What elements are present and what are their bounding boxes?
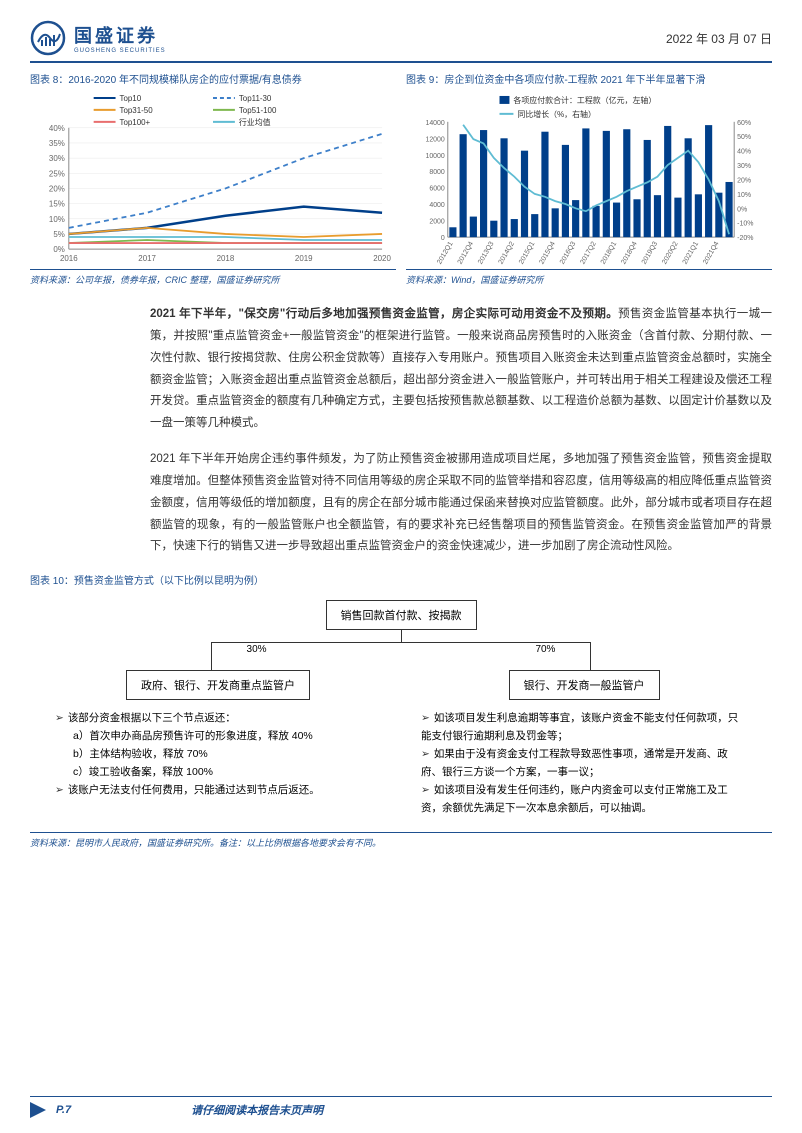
chart8-title: 图表 8：2016-2020 年不同规模梯队房企的应付票据/有息债券 [30,71,396,86]
report-date: 2022 年 03 月 07 日 [666,30,772,47]
flow-right-bullets: 如该项目发生利息逾期等事宜，该账户资金不能支付任何款项，只能支付银行逾期利息及罚… [416,710,752,817]
svg-text:6000: 6000 [429,186,445,193]
logo-block: 国盛证券 GUOSHENG SECURITIES [30,20,166,56]
bullet-line: 该部分资金根据以下三个节点返还： [55,710,381,728]
svg-text:各项应付款合计：工程款（亿元，左轴）: 各项应付款合计：工程款（亿元，左轴） [513,95,656,105]
flowchart: 销售回款首付款、按揭款 30% 70% 政府、银行、开发商重点监管户 该部分资金… [30,595,772,833]
svg-text:2020Q2: 2020Q2 [661,241,680,266]
bullet-line: a）首次申办商品房预售许可的形象进度，释放 40% [55,728,381,746]
svg-text:2018: 2018 [217,254,235,263]
page-footer: P.7 请仔细阅读本报告末页声明 [30,1096,772,1118]
svg-text:-10%: -10% [737,221,753,228]
svg-text:2021Q1: 2021Q1 [682,241,701,266]
svg-text:5%: 5% [53,230,64,239]
svg-text:15%: 15% [49,200,65,209]
paragraph-2: 2021 年下半年开始房企违约事件频发，为了防止预售资金被挪用造成项目烂尾，多地… [150,449,772,558]
svg-text:2015Q1: 2015Q1 [518,241,537,266]
svg-text:0%: 0% [737,206,747,213]
svg-text:35%: 35% [49,139,65,148]
bullet-line: 如该项目没有发生任何违约，账户内资金可以支付正常施工及工资，余额优先满足下一次本… [421,782,747,818]
page-number: P.7 [56,1104,71,1116]
svg-text:2021Q4: 2021Q4 [702,241,721,266]
svg-text:50%: 50% [737,134,751,141]
svg-text:2000: 2000 [429,219,445,226]
svg-text:10000: 10000 [425,153,444,160]
svg-text:40%: 40% [49,124,65,133]
chart8-source: 资料来源：公司年报，债券年报，CRIC 整理，国盛证券研究所 [30,273,396,286]
svg-text:2012Q1: 2012Q1 [436,241,455,266]
svg-text:2018Q1: 2018Q1 [600,241,619,266]
chart9: 0 2000 4000 6000 8000 10000 12000 14000 -20% -10%… [406,90,772,270]
svg-text:行业均值: 行业均值 [239,117,271,127]
bullet-line: 如该项目发生利息逾期等事宜，该账户资金不能支付任何款项，只能支付银行逾期利息及罚… [421,710,747,746]
chart9-title: 图表 9：房企到位资金中各项应付款-工程款 2021 年下半年显著下滑 [406,71,772,86]
bullet-line: c）竣工验收备案，释放 100% [55,764,381,782]
svg-text:12000: 12000 [425,136,444,143]
svg-text:2015Q4: 2015Q4 [538,241,557,266]
svg-text:30%: 30% [49,154,65,163]
svg-text:2012Q4: 2012Q4 [457,241,476,266]
svg-text:10%: 10% [49,215,65,224]
flow-pct-left: 30% [247,644,267,655]
flow-pct-right: 70% [535,644,555,655]
bullet-line: 该账户无法支付任何费用，只能通过达到节点后返还。 [55,782,381,800]
svg-text:20%: 20% [49,184,65,193]
company-name-en: GUOSHENG SECURITIES [74,48,166,54]
svg-text:2019: 2019 [295,254,313,263]
svg-text:60%: 60% [737,120,751,127]
chart8: 0% 5% 10% 15% 20% 25% 30% 35% 40% 2016 2017 2018 201… [30,90,396,270]
footer-disclaimer: 请仔细阅读本报告末页声明 [191,1102,323,1118]
svg-text:-20%: -20% [737,235,753,242]
flow-left-box: 政府、银行、开发商重点监管户 [126,670,310,700]
flow-left-bullets: 该部分资金根据以下三个节点返还：a）首次申办商品房预售许可的形象进度，释放 40… [50,710,386,799]
svg-text:Top51-100: Top51-100 [239,106,277,115]
svg-text:0%: 0% [53,245,64,254]
svg-text:Top100+: Top100+ [120,118,151,127]
bullet-line: b）主体结构验收，释放 70% [55,746,381,764]
flow-right-box: 银行、开发商一般监管户 [509,670,660,700]
flow-top-box: 销售回款首付款、按揭款 [326,600,477,630]
svg-text:2016: 2016 [60,254,78,263]
svg-text:2018Q4: 2018Q4 [620,241,639,266]
page-header: 国盛证券 GUOSHENG SECURITIES 2022 年 03 月 07 … [30,20,772,63]
svg-text:4000: 4000 [429,202,445,209]
para1-body: 预售资金监管基本执行一城一策，并按照"重点监管资金+一般监管资金"的框架进行监管… [150,308,772,429]
svg-text:2014Q2: 2014Q2 [498,241,517,266]
svg-text:10%: 10% [737,192,751,199]
svg-text:Top31-50: Top31-50 [120,106,154,115]
svg-text:2019Q3: 2019Q3 [641,241,660,266]
svg-text:2013Q3: 2013Q3 [477,241,496,266]
svg-text:0: 0 [441,235,445,242]
company-name: 国盛证券 [74,22,166,48]
svg-text:8000: 8000 [429,169,445,176]
svg-text:2017Q2: 2017Q2 [579,241,598,266]
svg-text:2016Q3: 2016Q3 [559,241,578,266]
fig10-source: 资料来源：昆明市人民政府，国盛证券研究所。备注：以上比例根据各地要求会有不同。 [30,836,772,849]
fig10-title: 图表 10：预售资金监管方式（以下比例以昆明为例） [30,572,772,587]
svg-text:40%: 40% [737,149,751,156]
footer-triangle-icon [30,1102,46,1118]
svg-text:Top11-30: Top11-30 [239,94,272,103]
company-logo-icon [30,20,66,56]
paragraph-1: 2021 年下半年，"保交房"行动后多地加强预售资金监管，房企实际可动用资金不及… [150,304,772,435]
para1-lead: 2021 年下半年，"保交房"行动后多地加强预售资金监管，房企实际可动用资金不及… [150,308,618,320]
bullet-line: 如果由于没有资金支付工程款导致恶性事项，通常是开发商、政府、银行三方谈一个方案，… [421,746,747,782]
svg-text:20%: 20% [737,177,751,184]
svg-text:25%: 25% [49,169,65,178]
svg-text:2020: 2020 [373,254,391,263]
svg-text:14000: 14000 [425,120,444,127]
svg-text:30%: 30% [737,163,751,170]
svg-text:同比增长（%，右轴）: 同比增长（%，右轴） [517,109,596,119]
svg-text:2017: 2017 [138,254,156,263]
svg-text:Top10: Top10 [120,94,142,103]
chart9-source: 资料来源：Wind，国盛证券研究所 [406,273,772,286]
